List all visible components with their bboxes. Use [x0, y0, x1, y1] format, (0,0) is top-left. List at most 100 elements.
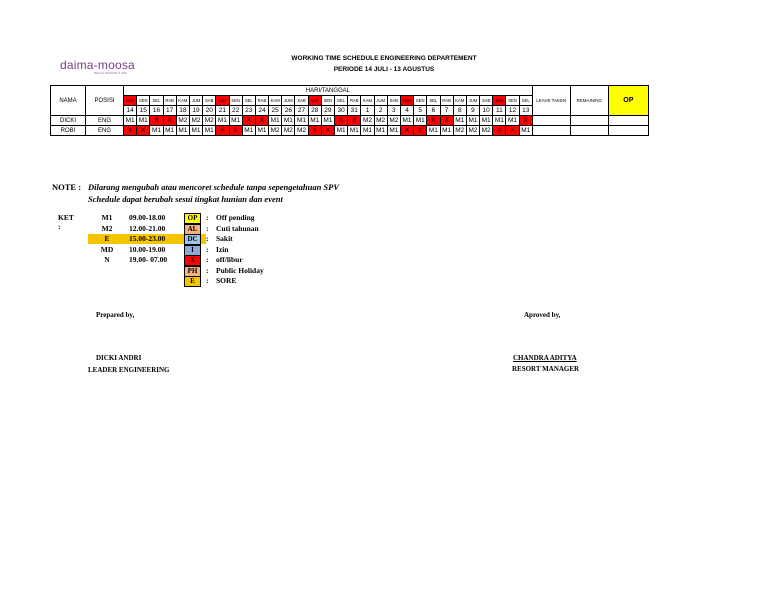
approved-by-name: CHANDRA ADITYA [513, 354, 577, 362]
date-header: 8 [452, 105, 467, 116]
prepared-by-name: DICKI ANDRI [96, 354, 142, 362]
legend-colon: : [206, 213, 209, 222]
shift-cell: M1 [268, 115, 283, 126]
legend-colon: : [206, 265, 209, 275]
employee-position: ENG [85, 125, 124, 136]
date-header: 21 [215, 105, 230, 116]
shift-cell: M1 [347, 125, 362, 136]
date-header: 23 [241, 105, 256, 116]
shift-cell: M2 [175, 115, 190, 126]
status-code-swatch: DC [184, 234, 201, 245]
shift-cell: M2 [452, 125, 467, 136]
shift-cell: X [426, 115, 441, 126]
date-header: 1 [360, 105, 375, 116]
shift-cell: X [215, 125, 230, 136]
date-header: 28 [307, 105, 322, 116]
day-header: SEN [136, 95, 151, 106]
status-legend-row: X: off/libur [184, 255, 304, 266]
shift-cell: M1 [281, 115, 296, 126]
shift-cell: M1 [360, 125, 375, 136]
legend-colon: : [206, 244, 209, 254]
header-hari-tanggal: HARI/TANGGAL [123, 85, 533, 96]
shift-legend-row: MD 10.00-19.00 [88, 245, 206, 255]
shift-cell: M1 [136, 115, 151, 126]
status-legend-row: OP: Off pending [184, 213, 304, 224]
employee-name: DICKI [50, 115, 86, 126]
shift-cell: X [505, 125, 520, 136]
header-remaining: REMAINING [569, 85, 609, 116]
date-header: 7 [439, 105, 454, 116]
op-cell [607, 125, 649, 136]
shift-cell: M1 [188, 125, 204, 136]
day-header: RAB [347, 95, 362, 106]
shift-cell: X [347, 115, 362, 126]
shift-cell: M2 [360, 115, 375, 126]
status-code-swatch: I [184, 244, 201, 256]
header-leave-taken: LEAVE TAKEN [531, 85, 571, 116]
date-header: 14 [122, 105, 138, 116]
shift-cell: M1 [452, 115, 467, 126]
date-header: 13 [518, 105, 533, 116]
day-header: SEL [333, 95, 349, 106]
day-header: SAB [386, 95, 401, 106]
title-line-1: WORKING TIME SCHEDULE ENGINEERING DEPART… [291, 55, 477, 62]
date-header: 11 [492, 105, 507, 116]
table-row: DICKI ENG M1 M1 X X M2 M2 M2 M1 M1 X X M1 M1 M1 M1 M1 X X M2… [50, 115, 649, 126]
day-header: MIN [307, 95, 322, 106]
header-posisi: POSISI [85, 85, 124, 116]
approved-by-label: Aproved by, [524, 311, 561, 319]
shift-legend-row: E 15.00-23.00 [88, 234, 206, 244]
shift-cell: M2 [294, 125, 309, 136]
shift-cell: M1 [228, 115, 243, 126]
shift-cell: M1 [215, 115, 230, 126]
shift-cell: X [307, 125, 322, 136]
shift-cell: M1 [386, 125, 401, 136]
date-header: 25 [268, 105, 283, 116]
date-header: 4 [399, 105, 415, 116]
legend-colon: : [206, 234, 209, 243]
shift-cell: M1 [413, 115, 428, 126]
shift-cell: M1 [399, 115, 415, 126]
day-header: JUM [465, 95, 481, 106]
day-header: MIN [492, 95, 507, 106]
status-legend-row: I: Izin [184, 244, 304, 256]
date-header: 29 [320, 105, 336, 116]
date-header: 9 [465, 105, 481, 116]
employee-name: ROBI [50, 125, 86, 136]
company-logo: daima-moosa BEACH RESORT & SPA [60, 58, 135, 75]
status-legend-row: DC: Sakit [184, 234, 304, 245]
date-header: 22 [228, 105, 243, 116]
date-header: 12 [505, 105, 520, 116]
status-description: Public Holiday [216, 265, 264, 275]
shift-code: M1 [101, 213, 113, 222]
note-label: NOTE : [52, 182, 82, 192]
shift-legend-row: M2 12.00-21.00 [88, 224, 206, 234]
shift-time: 10.00-19.00 [129, 244, 166, 254]
shift-cell: M1 [320, 115, 336, 126]
logo-tagline: BEACH RESORT & SPA [94, 71, 128, 75]
date-header: 20 [202, 105, 217, 116]
approved-by-role: RESORT MANAGER [512, 365, 580, 373]
shift-cell: M1 [162, 125, 177, 136]
shift-cell: M1 [479, 115, 494, 126]
date-header: 30 [333, 105, 349, 116]
status-description: Sakit [216, 234, 233, 243]
shift-cell: M2 [281, 125, 296, 136]
shift-cell: M2 [373, 115, 388, 126]
day-header: MIN [122, 95, 138, 106]
shift-cell: M2 [479, 125, 494, 136]
status-description: SORE [216, 276, 237, 285]
note-block: NOTE : Dilarang mengubah atau mencoret sc… [52, 182, 339, 205]
schedule-table: NAMA POSISI HARI/TANGGAL LEAVE TAKEN REMAINI… [50, 85, 649, 136]
day-header: RAB [254, 95, 270, 106]
shift-cell: X [122, 125, 138, 136]
shift-cell: X [241, 115, 256, 126]
shift-legend-row: M1 09.00-18.00 [88, 213, 206, 223]
prepared-by-label: Prepared by, [96, 311, 135, 319]
leave-taken-cell [531, 125, 571, 136]
status-legend-row: AL: Cuti tahunan [184, 223, 304, 235]
logo-wordmark: daima-moosa [60, 58, 135, 72]
shift-code: N [104, 255, 110, 264]
document-title: WORKING TIME SCHEDULE ENGINEERING DEPART… [0, 53, 768, 75]
legend-colon: : [206, 223, 209, 233]
